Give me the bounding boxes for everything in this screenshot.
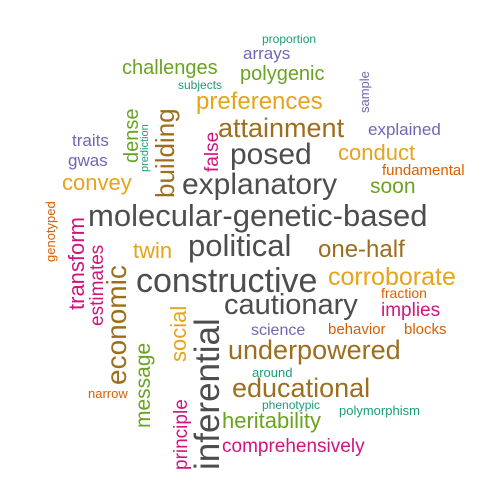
word-conduct: conduct — [338, 140, 416, 165]
word-genotyped: genotyped — [43, 201, 58, 262]
word-traits: traits — [72, 131, 109, 150]
word-explanatory: explanatory — [182, 168, 338, 201]
word-comprehensively: comprehensively — [222, 436, 365, 457]
word-underpowered: underpowered — [228, 335, 401, 365]
word-implies: implies — [381, 300, 441, 321]
word-polymorphism: polymorphism — [339, 403, 420, 418]
word-blocks: blocks — [404, 321, 447, 338]
word-message: message — [132, 342, 155, 428]
word-transform: transform — [64, 217, 89, 310]
word-polygenic: polygenic — [240, 63, 325, 85]
word-cautionary: cautionary — [224, 289, 358, 321]
word-sample: sample — [357, 71, 372, 113]
word-political: political — [188, 228, 292, 263]
word-fraction: fraction — [381, 285, 427, 301]
word-behavior: behavior — [328, 321, 386, 338]
word-arrays: arrays — [243, 44, 291, 63]
word-explained: explained — [368, 120, 441, 139]
word-principle: principle — [171, 399, 192, 470]
word-posed: posed — [230, 138, 312, 171]
word-convey: convey — [62, 170, 132, 195]
word-around: around — [252, 365, 293, 380]
word-molecular-genetic-based: molecular-genetic-based — [88, 198, 428, 233]
word-soon: soon — [370, 175, 416, 198]
word-fundamental: fundamental — [382, 162, 465, 179]
word-constructive: constructive — [136, 262, 318, 300]
word-narrow: narrow — [88, 386, 128, 401]
word-prediction: prediction — [139, 124, 151, 172]
word-gwas: gwas — [68, 151, 108, 170]
word-twin: twin — [133, 238, 173, 263]
word-building: building — [150, 108, 180, 198]
word-inferential: inferential — [188, 318, 227, 470]
word-subjects: subjects — [178, 78, 223, 92]
word-challenges: challenges — [122, 57, 218, 79]
word-corroborate: corroborate — [328, 263, 456, 291]
word-attainment: attainment — [218, 113, 345, 143]
word-phenotypic: phenotypic — [262, 398, 321, 412]
word-proportion: proportion — [262, 32, 317, 46]
word-heritability: heritability — [222, 408, 322, 433]
word-social: social — [166, 305, 191, 362]
word-preferences: preferences — [196, 88, 323, 115]
word-one-half: one-half — [318, 236, 405, 263]
word-estimates: estimates — [87, 244, 108, 326]
word-educational: educational — [232, 373, 371, 403]
word-science: science — [251, 322, 306, 339]
word-false: false — [202, 131, 223, 172]
